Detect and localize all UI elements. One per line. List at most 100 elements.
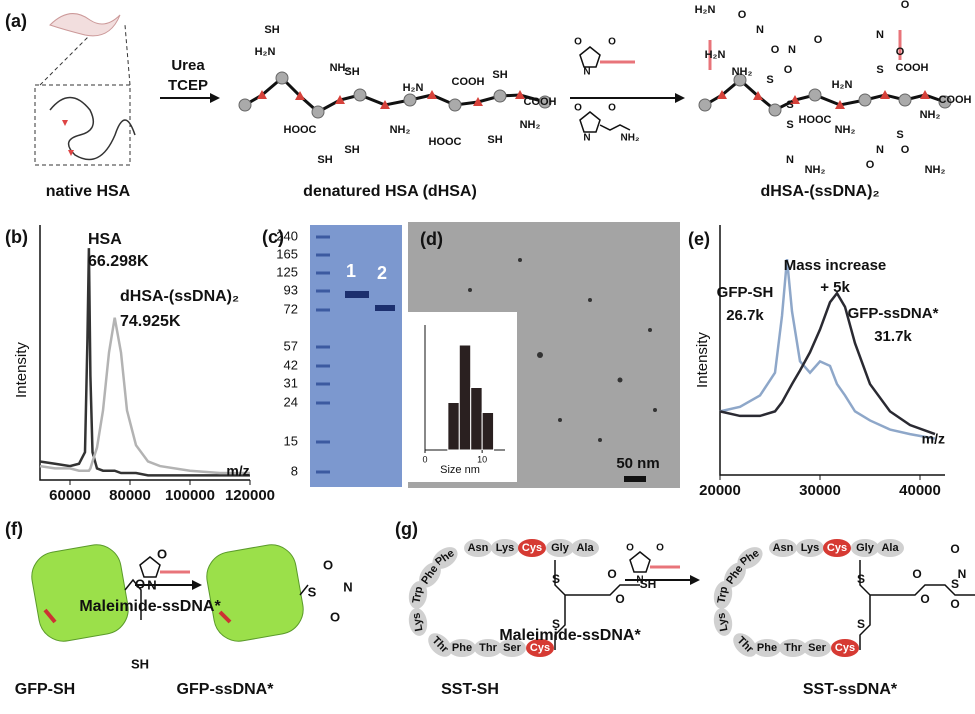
residue-bubble bbox=[546, 539, 574, 557]
panel-label: (c) bbox=[262, 227, 284, 247]
ladder-band bbox=[316, 401, 330, 405]
residue-bubble bbox=[408, 581, 428, 609]
x-tick-label: 0 bbox=[422, 454, 427, 464]
chem-group: O bbox=[626, 543, 634, 554]
residue-mark bbox=[335, 95, 345, 104]
residue-mark bbox=[473, 97, 483, 106]
reagent: Urea bbox=[171, 57, 205, 74]
y-label: Intensity bbox=[13, 342, 30, 398]
caption: SST-ssDNA* bbox=[803, 681, 898, 698]
x-tick-label: 120000 bbox=[225, 487, 275, 504]
ladder-band bbox=[316, 235, 330, 239]
residue: Ala bbox=[881, 542, 899, 554]
chem-group: SH bbox=[264, 24, 279, 36]
spectrum-line bbox=[719, 258, 936, 440]
residue-bubble bbox=[737, 547, 763, 569]
chem-group: O bbox=[901, 144, 910, 156]
residue-mark bbox=[238, 98, 252, 112]
x-label: Size nm bbox=[440, 464, 480, 476]
residue-bubble bbox=[733, 633, 757, 657]
chem-group: S bbox=[766, 74, 773, 86]
chem-group: SH bbox=[487, 134, 502, 146]
residue-bubble bbox=[823, 539, 851, 557]
residue-mark bbox=[753, 91, 763, 100]
annotation: 31.7k bbox=[874, 328, 912, 345]
chem-group: N bbox=[343, 579, 352, 594]
annotation: GFP-SH bbox=[717, 284, 774, 301]
y-label: Intensity bbox=[694, 332, 711, 388]
chem-group: O bbox=[656, 543, 664, 554]
chem-group: COOH bbox=[939, 94, 972, 106]
chem-group: NH₂ bbox=[621, 133, 640, 144]
chem-group: HOOC bbox=[429, 136, 462, 148]
chem-group: HOOC bbox=[284, 124, 317, 136]
residue: Thr bbox=[479, 642, 497, 654]
residue-bubble bbox=[571, 539, 599, 557]
chem-group: H₂N bbox=[695, 4, 716, 16]
residue-mark bbox=[920, 90, 930, 99]
ladder-band bbox=[316, 382, 330, 386]
chem-group: O bbox=[157, 546, 167, 561]
residue-bubble bbox=[526, 639, 554, 657]
chem-group: O bbox=[901, 0, 910, 11]
tem-image bbox=[405, 222, 680, 488]
chem-group: O bbox=[135, 576, 145, 591]
histogram-bar bbox=[458, 344, 472, 451]
residue: Phe bbox=[757, 642, 777, 654]
residue: Ala bbox=[576, 542, 594, 554]
caption: native HSA bbox=[46, 183, 131, 200]
lane-label: 1 bbox=[346, 261, 356, 281]
ladder-label: 72 bbox=[284, 301, 298, 316]
chem-group: O bbox=[920, 592, 929, 606]
residue-mark bbox=[717, 90, 727, 99]
chem-group: S bbox=[857, 572, 865, 586]
residue: Asn bbox=[468, 542, 489, 554]
residue-bubble bbox=[491, 539, 519, 557]
chem-group: NH₂ bbox=[925, 164, 946, 176]
residue: Lys bbox=[496, 542, 515, 554]
annotation: GFP-ssDNA* bbox=[848, 305, 939, 322]
residue-bubble bbox=[779, 639, 807, 657]
x-tick-label: 40000 bbox=[899, 482, 941, 499]
residue: Trp bbox=[716, 585, 731, 604]
annotation: dHSA-(ssDNA)₂ bbox=[120, 288, 239, 305]
axis bbox=[39, 225, 250, 481]
panel-label: (a) bbox=[5, 11, 27, 31]
chem-group: S bbox=[951, 577, 959, 591]
residue-mark bbox=[353, 88, 367, 102]
residue-mark bbox=[311, 105, 325, 119]
x-label: m/z bbox=[922, 431, 945, 447]
residue-bubble bbox=[448, 639, 476, 657]
panel-label: (d) bbox=[420, 229, 443, 249]
chem-group: O bbox=[608, 103, 616, 114]
residue-bubble bbox=[408, 608, 428, 636]
reagent: TCEP bbox=[168, 77, 208, 94]
residue-bubble bbox=[769, 539, 797, 557]
lane-label: 2 bbox=[377, 263, 387, 283]
residue: Gly bbox=[551, 542, 570, 554]
residue-bubble bbox=[474, 639, 502, 657]
residue-mark bbox=[275, 71, 289, 85]
scale-bar-label: 50 nm bbox=[616, 455, 659, 472]
residue-bubble bbox=[432, 547, 458, 569]
residue-bubble bbox=[796, 539, 824, 557]
ladder-band bbox=[316, 253, 330, 257]
residue-bubble bbox=[831, 639, 859, 657]
residue-bubble bbox=[753, 639, 781, 657]
x-tick-label: 30000 bbox=[799, 482, 841, 499]
residue: Cys bbox=[835, 642, 855, 654]
chem-group: N bbox=[583, 133, 590, 144]
chem-group: O bbox=[608, 37, 616, 48]
chem-group: O bbox=[574, 103, 582, 114]
chem-group: H₂N bbox=[832, 79, 853, 91]
residue-mark bbox=[858, 93, 872, 107]
caption: GFP-SH bbox=[15, 681, 75, 698]
histogram-bar bbox=[447, 402, 460, 451]
chem-group: N bbox=[788, 44, 796, 56]
residue-mark bbox=[768, 103, 782, 117]
chem-group: SH bbox=[131, 656, 149, 671]
chem-group: O bbox=[615, 592, 624, 606]
ladder-label: 15 bbox=[284, 433, 298, 448]
histogram-bar bbox=[470, 387, 483, 451]
chem-group: SH bbox=[317, 154, 332, 166]
